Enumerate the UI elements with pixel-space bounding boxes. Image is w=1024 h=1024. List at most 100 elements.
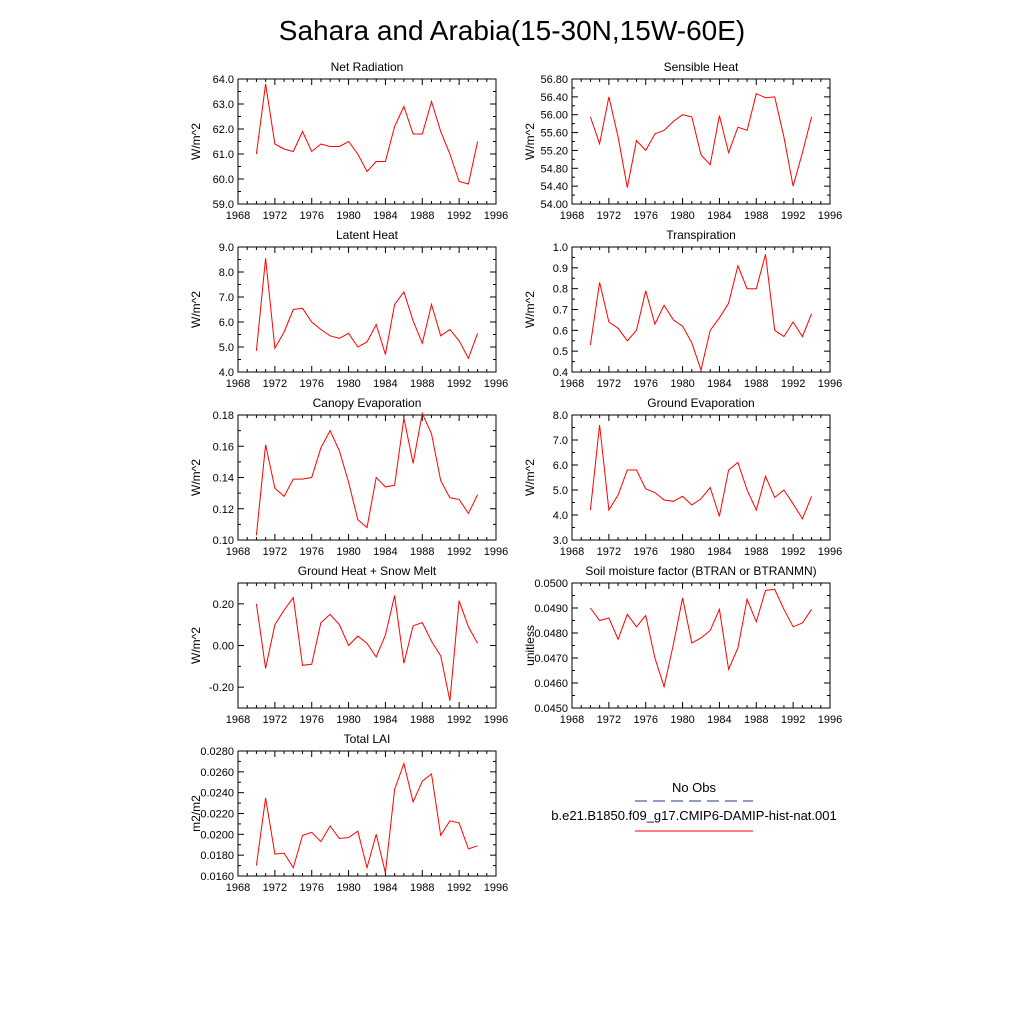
series-line bbox=[589, 588, 813, 689]
y-tick-label: 62.0 bbox=[213, 124, 234, 136]
x-tick-label: 1972 bbox=[597, 378, 621, 390]
x-tick-label: 1992 bbox=[447, 882, 471, 894]
x-tick-label: 1972 bbox=[263, 546, 287, 558]
y-tick-label: 56.00 bbox=[540, 110, 568, 122]
x-tick-label: 1988 bbox=[410, 714, 434, 726]
y-tick-label: 4.0 bbox=[553, 510, 568, 522]
x-tick-label: 1972 bbox=[263, 714, 287, 726]
y-tick-label: 61.0 bbox=[213, 149, 234, 161]
x-tick-label: 1968 bbox=[226, 378, 250, 390]
x-tick-label: 1968 bbox=[226, 714, 250, 726]
y-axis-label: W/m^2 bbox=[523, 459, 537, 496]
x-tick-label: 1984 bbox=[373, 882, 397, 894]
x-tick-label: 1988 bbox=[744, 714, 768, 726]
y-tick-label: 0.0220 bbox=[200, 809, 234, 821]
x-tick-label: 1996 bbox=[484, 546, 508, 558]
x-tick-label: 1972 bbox=[263, 378, 287, 390]
legend-model-label: b.e21.B1850.f09_g17.CMIP6-DAMIP-hist-nat… bbox=[551, 808, 836, 823]
series-line bbox=[255, 761, 478, 874]
x-tick-label: 1988 bbox=[410, 882, 434, 894]
series-line bbox=[255, 595, 479, 701]
y-tick-label: 63.0 bbox=[213, 99, 234, 111]
x-tick-label: 1980 bbox=[336, 210, 360, 222]
plot-frame bbox=[237, 246, 497, 373]
y-axis-label: unitless bbox=[523, 625, 537, 666]
y-tick-label: 0.12 bbox=[213, 504, 234, 516]
y-tick-label: 55.20 bbox=[540, 145, 568, 157]
chart-panel-8: Soil moisture factor (BTRAN or BTRANMN) u… bbox=[523, 564, 842, 726]
x-tick-label: 1976 bbox=[633, 714, 657, 726]
y-axis-label: m2/m2 bbox=[189, 795, 203, 832]
y-tick-label: 8.0 bbox=[553, 410, 568, 422]
x-tick-label: 1980 bbox=[336, 882, 360, 894]
y-tick-label: 0.0470 bbox=[534, 653, 568, 665]
y-tick-label: 0.9 bbox=[553, 263, 568, 275]
y-tick-label: 7.0 bbox=[553, 435, 568, 447]
plot-frame bbox=[237, 582, 497, 709]
y-axis-label: W/m^2 bbox=[189, 123, 203, 160]
x-tick-label: 1976 bbox=[299, 210, 323, 222]
x-tick-label: 1984 bbox=[707, 546, 731, 558]
x-tick-label: 1992 bbox=[781, 714, 805, 726]
x-tick-label: 1976 bbox=[633, 546, 657, 558]
x-tick-label: 1988 bbox=[410, 546, 434, 558]
x-tick-label: 1996 bbox=[484, 210, 508, 222]
y-tick-label: 0.14 bbox=[213, 473, 234, 485]
series-line bbox=[255, 83, 479, 185]
y-axis-label: W/m^2 bbox=[523, 291, 537, 328]
x-tick-label: 1984 bbox=[707, 210, 731, 222]
plot-frame bbox=[237, 414, 497, 541]
y-tick-label: 0.4 bbox=[553, 367, 568, 379]
series-line bbox=[255, 411, 479, 536]
y-tick-label: 5.0 bbox=[553, 485, 568, 497]
y-tick-label: 54.00 bbox=[540, 199, 568, 211]
x-tick-label: 1976 bbox=[299, 714, 323, 726]
y-tick-label: 0.0200 bbox=[200, 829, 234, 841]
series-line bbox=[255, 258, 479, 360]
x-tick-label: 1984 bbox=[707, 378, 731, 390]
x-tick-label: 1976 bbox=[633, 210, 657, 222]
y-tick-label: 0.0480 bbox=[534, 628, 568, 640]
y-axis-label: W/m^2 bbox=[189, 291, 203, 328]
y-tick-label: 0.0460 bbox=[534, 678, 568, 690]
y-tick-label: 0.6 bbox=[553, 325, 568, 337]
plot-frame bbox=[237, 750, 497, 877]
x-tick-label: 1988 bbox=[744, 210, 768, 222]
x-tick-label: 1996 bbox=[818, 546, 842, 558]
y-tick-label: 54.80 bbox=[540, 163, 568, 175]
y-tick-label: 60.0 bbox=[213, 174, 234, 186]
x-tick-label: 1988 bbox=[744, 546, 768, 558]
y-tick-label: 0.0500 bbox=[534, 578, 568, 590]
series-line bbox=[589, 93, 813, 188]
x-tick-label: 1996 bbox=[484, 378, 508, 390]
chart-title: Soil moisture factor (BTRAN or BTRANMN) bbox=[585, 564, 816, 578]
x-tick-label: 1980 bbox=[670, 714, 694, 726]
y-tick-label: 0.10 bbox=[213, 535, 234, 547]
x-tick-label: 1996 bbox=[818, 378, 842, 390]
x-tick-label: 1980 bbox=[336, 378, 360, 390]
x-tick-label: 1980 bbox=[670, 546, 694, 558]
plot-frame bbox=[571, 414, 831, 541]
x-tick-label: 1992 bbox=[781, 378, 805, 390]
chart-title: Total LAI bbox=[344, 732, 391, 746]
x-tick-label: 1972 bbox=[597, 714, 621, 726]
x-tick-label: 1980 bbox=[336, 714, 360, 726]
x-tick-label: 1984 bbox=[373, 378, 397, 390]
panels: Net Radiation W/m^2 1968 1972 1976 1980 1984 19… bbox=[189, 60, 842, 894]
x-tick-label: 1972 bbox=[597, 546, 621, 558]
plot-frame bbox=[571, 246, 831, 373]
chart-panel-3: Latent Heat W/m^2 1968 1972 1976 1980 1984 1988… bbox=[189, 228, 508, 390]
plot-frame bbox=[571, 78, 831, 205]
series-line bbox=[589, 424, 813, 520]
x-tick-label: 1992 bbox=[447, 378, 471, 390]
y-axis-label: W/m^2 bbox=[189, 459, 203, 496]
y-tick-label: 6.0 bbox=[553, 460, 568, 472]
x-tick-label: 1968 bbox=[226, 546, 250, 558]
y-tick-label: 4.0 bbox=[219, 367, 234, 379]
x-tick-label: 1992 bbox=[781, 546, 805, 558]
chart-title: Transpiration bbox=[666, 228, 736, 242]
chart-panel-7: Ground Heat + Snow Melt W/m^2 1968 1972 1976… bbox=[189, 564, 508, 726]
y-tick-label: 0.5 bbox=[553, 346, 568, 358]
x-tick-label: 1968 bbox=[560, 378, 584, 390]
